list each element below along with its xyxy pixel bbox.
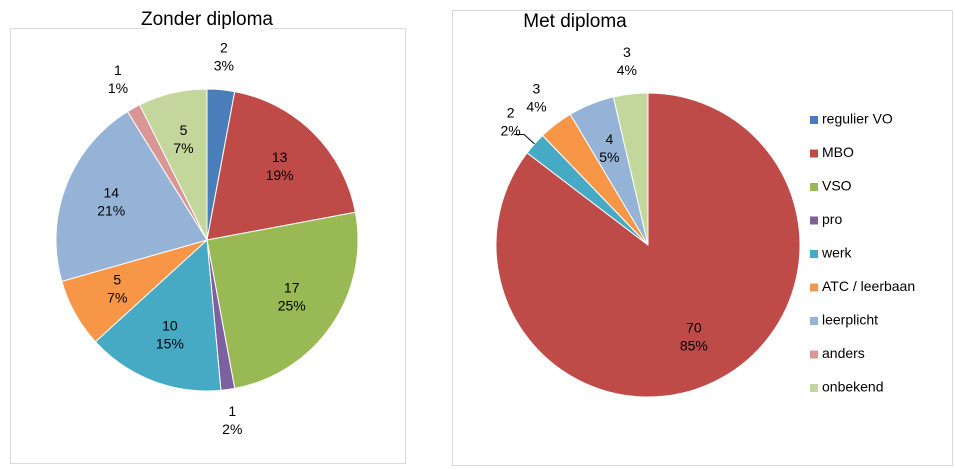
legend-label: anders bbox=[822, 345, 865, 361]
legend-label: pro bbox=[822, 211, 842, 227]
data-label: 3 bbox=[533, 80, 541, 96]
pie-slice bbox=[139, 88, 208, 241]
chart-title: Met diploma bbox=[523, 11, 627, 32]
legend-swatch bbox=[810, 350, 818, 359]
data-label: 19% bbox=[266, 167, 294, 183]
legend-swatch bbox=[810, 250, 818, 258]
data-label: 10 bbox=[162, 317, 178, 333]
legend-swatch bbox=[810, 384, 818, 392]
data-label: 2 bbox=[507, 104, 515, 120]
data-label: 3% bbox=[214, 57, 234, 73]
legend-swatch bbox=[810, 116, 818, 124]
data-label: 4% bbox=[526, 98, 546, 114]
data-label: 85% bbox=[680, 337, 708, 353]
data-label: 4% bbox=[617, 62, 637, 78]
data-label: 13 bbox=[272, 149, 288, 165]
legend-label: ATC / leerbaan bbox=[822, 278, 915, 294]
data-label: 7% bbox=[107, 290, 127, 306]
pie-slice bbox=[612, 92, 649, 246]
leader-line bbox=[514, 134, 535, 145]
data-label: 15% bbox=[156, 335, 184, 351]
data-label: 1 bbox=[114, 62, 122, 78]
pie-slice bbox=[206, 211, 359, 390]
data-label: 5 bbox=[180, 122, 188, 138]
data-label: 3 bbox=[623, 44, 631, 60]
legend-swatch bbox=[810, 317, 818, 325]
legend-label: regulier VO bbox=[822, 111, 893, 127]
legend-label: VSO bbox=[822, 178, 852, 194]
data-label: 2% bbox=[501, 122, 521, 138]
legend-swatch bbox=[810, 216, 818, 225]
data-label: 4 bbox=[605, 131, 613, 147]
legend-swatch bbox=[810, 149, 818, 158]
legend-label: werk bbox=[821, 245, 853, 261]
data-label: 5 bbox=[113, 272, 121, 288]
data-label: 2% bbox=[222, 421, 242, 437]
legend-swatch bbox=[810, 183, 818, 191]
title-bg bbox=[145, 8, 270, 32]
legend-label: MBO bbox=[822, 144, 854, 160]
pie-slice bbox=[55, 110, 208, 282]
data-label: 17 bbox=[284, 280, 300, 296]
data-label: 1 bbox=[228, 403, 236, 419]
legend-swatch bbox=[810, 283, 818, 292]
data-label: 7% bbox=[173, 140, 193, 156]
data-label: 14 bbox=[103, 185, 119, 201]
pie-slice bbox=[94, 238, 222, 392]
pie-slice bbox=[206, 90, 357, 241]
chart-title: Zonder diploma bbox=[141, 9, 273, 30]
data-label: 5% bbox=[599, 149, 619, 165]
data-label: 2 bbox=[220, 39, 228, 55]
data-label: 25% bbox=[278, 298, 306, 314]
legend-label: leerplicht bbox=[822, 312, 878, 328]
data-label: 1% bbox=[108, 80, 128, 96]
data-label: 21% bbox=[97, 203, 125, 219]
right-frame bbox=[452, 10, 953, 466]
data-label: 70 bbox=[686, 319, 702, 335]
legend-label: onbekend bbox=[822, 379, 884, 395]
